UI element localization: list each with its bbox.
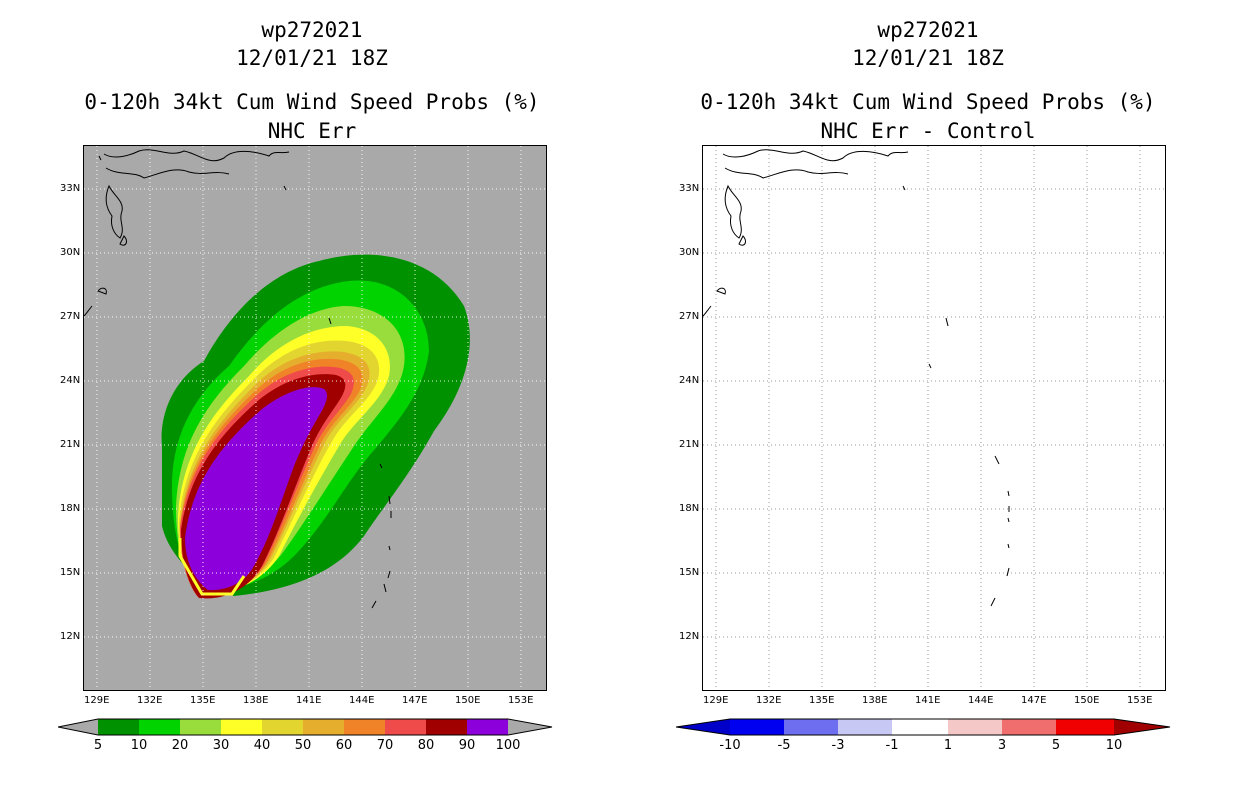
left-colorbar-bin-2 <box>180 719 221 735</box>
right-lat-label-12n: 12N <box>679 631 700 642</box>
left-title-subtitle: NHC Err <box>267 119 357 143</box>
right-grid <box>703 146 1165 690</box>
right-colorbar-bin-0 <box>730 719 784 735</box>
left-cb-label-5: 5 <box>93 738 103 753</box>
right-colorbar-bin-4 <box>948 719 1002 735</box>
left-cb-label-40: 40 <box>253 738 271 753</box>
right-cb-label-5: 5 <box>1051 738 1061 753</box>
left-lat-label-24n: 24N <box>60 375 81 386</box>
left-grid <box>84 146 546 690</box>
right-lon-label-144e: 144E <box>968 695 994 706</box>
left-cb-label-10: 10 <box>130 738 148 753</box>
right-colorbar-bin-1 <box>784 719 838 735</box>
right-map-panel <box>702 145 1166 691</box>
right-colorbar-bin-6 <box>1056 719 1114 735</box>
right-colorbar-low-arrow <box>676 719 730 735</box>
right-title-date: 12/01/21 18Z <box>852 46 1004 70</box>
right-lon-label-147e: 147E <box>1021 695 1047 706</box>
left-title-storm-id: wp272021 <box>261 18 363 42</box>
right-lat-label-18n: 18N <box>679 503 700 514</box>
right-title-subtitle: NHC Err - Control <box>820 119 1036 143</box>
right-cb-label-3: 3 <box>997 738 1007 753</box>
prob-rim-tip <box>178 538 246 596</box>
right-cb-label-m5: -5 <box>777 738 791 753</box>
left-colorbar <box>58 718 553 736</box>
left-lat-label-27n: 27N <box>60 311 81 322</box>
left-lon-label-144e: 144E <box>349 695 375 706</box>
left-colorbar-low-arrow <box>58 719 98 735</box>
left-coastlines <box>84 149 392 609</box>
right-lat-label-21n: 21N <box>679 439 700 450</box>
left-colorbar-bin-9 <box>467 719 508 735</box>
left-colorbar-high-arrow <box>508 719 552 735</box>
left-lon-label-150e: 150E <box>455 695 481 706</box>
left-lat-label-30n: 30N <box>60 247 81 258</box>
right-coastlines <box>703 149 1010 607</box>
left-lat-label-21n: 21N <box>60 439 81 450</box>
right-colorbar-bin-3 <box>892 719 948 735</box>
right-lon-label-141e: 141E <box>915 695 941 706</box>
right-lat-label-24n: 24N <box>679 375 700 386</box>
left-cb-label-80: 80 <box>417 738 435 753</box>
right-lat-label-27n: 27N <box>679 311 700 322</box>
left-colorbar-bin-6 <box>344 719 385 735</box>
left-lon-label-147e: 147E <box>402 695 428 706</box>
right-title-product: 0-120h 34kt Cum Wind Speed Probs (%) <box>700 90 1156 114</box>
left-title-date: 12/01/21 18Z <box>236 46 388 70</box>
right-lon-label-135e: 135E <box>809 695 835 706</box>
left-lat-label-33n: 33N <box>60 183 81 194</box>
left-lat-label-12n: 12N <box>60 631 81 642</box>
right-lon-label-138e: 138E <box>862 695 888 706</box>
right-title-storm-id: wp272021 <box>877 18 979 42</box>
right-lon-label-150e: 150E <box>1074 695 1100 706</box>
left-cb-label-90: 90 <box>458 738 476 753</box>
right-lat-label-33n: 33N <box>679 183 700 194</box>
right-map-svg <box>703 146 1165 690</box>
left-lat-label-15n: 15N <box>60 567 81 578</box>
right-colorbar-bin-5 <box>1002 719 1056 735</box>
left-lat-label-18n: 18N <box>60 503 81 514</box>
left-colorbar-bin-4 <box>262 719 303 735</box>
right-lon-label-129e: 129E <box>703 695 729 706</box>
left-lon-label-138e: 138E <box>243 695 269 706</box>
right-lat-label-30n: 30N <box>679 247 700 258</box>
right-lon-label-153e: 153E <box>1127 695 1153 706</box>
right-cb-label-10: 10 <box>1105 738 1123 753</box>
left-colorbar-bin-8 <box>426 719 467 735</box>
left-colorbar-bin-5 <box>303 719 344 735</box>
left-colorbar-bin-3 <box>221 719 262 735</box>
left-cb-label-60: 60 <box>335 738 353 753</box>
left-cb-label-50: 50 <box>294 738 312 753</box>
left-lon-label-132e: 132E <box>137 695 163 706</box>
right-lat-label-15n: 15N <box>679 567 700 578</box>
left-lon-label-129e: 129E <box>84 695 110 706</box>
right-colorbar-bin-2 <box>838 719 892 735</box>
left-map-svg <box>84 146 546 690</box>
left-cb-label-20: 20 <box>171 738 189 753</box>
left-colorbar-bin-1 <box>139 719 180 735</box>
right-colorbar <box>676 718 1171 736</box>
left-cb-label-70: 70 <box>376 738 394 753</box>
left-title-product: 0-120h 34kt Cum Wind Speed Probs (%) <box>84 90 540 114</box>
left-lon-label-153e: 153E <box>508 695 534 706</box>
right-cb-label-m1: -1 <box>885 738 899 753</box>
left-cb-label-30: 30 <box>212 738 230 753</box>
right-cb-label-m3: -3 <box>831 738 845 753</box>
right-cb-label-1: 1 <box>943 738 953 753</box>
right-cb-label-m10: -10 <box>719 738 741 753</box>
left-map-panel <box>83 145 547 691</box>
prob-contour-90 <box>185 387 327 591</box>
left-lon-label-135e: 135E <box>190 695 216 706</box>
right-lon-label-132e: 132E <box>756 695 782 706</box>
right-colorbar-high-arrow <box>1114 719 1170 735</box>
left-lon-label-141e: 141E <box>296 695 322 706</box>
left-colorbar-bin-0 <box>98 719 139 735</box>
left-cb-label-100: 100 <box>495 738 521 753</box>
left-colorbar-bin-7 <box>385 719 426 735</box>
